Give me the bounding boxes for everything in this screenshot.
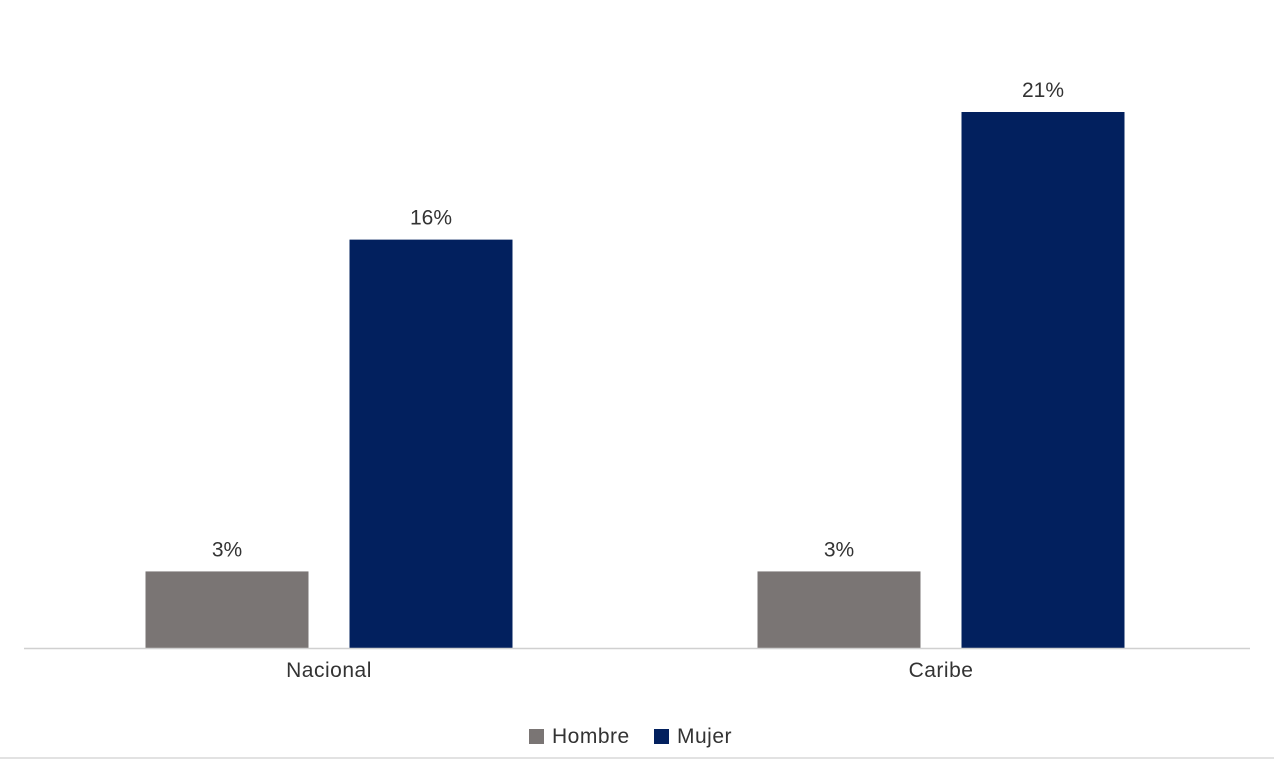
bar-mujer-caribe bbox=[961, 112, 1125, 648]
bar-hombre-caribe bbox=[757, 571, 921, 648]
category-label-caribe: Caribe bbox=[909, 659, 974, 682]
legend-label-hombre: Hombre bbox=[552, 725, 630, 748]
bars-layer bbox=[145, 112, 1125, 648]
data-label-mujer-nacional: 16% bbox=[410, 207, 452, 230]
data-label-mujer-caribe: 21% bbox=[1022, 79, 1064, 102]
bar-mujer-nacional bbox=[349, 239, 513, 648]
category-labels-layer: Nacional Caribe bbox=[286, 659, 973, 682]
bar-hombre-nacional bbox=[145, 571, 309, 648]
data-label-hombre-caribe: 3% bbox=[824, 538, 854, 561]
legend-swatch-mujer bbox=[654, 729, 669, 744]
legend-swatch-hombre bbox=[529, 729, 544, 744]
legend: Hombre Mujer bbox=[529, 725, 732, 748]
data-label-hombre-nacional: 3% bbox=[212, 538, 242, 561]
category-label-nacional: Nacional bbox=[286, 659, 372, 682]
value-labels-layer: 3% 16% 3% 21% bbox=[212, 79, 1064, 561]
legend-label-mujer: Mujer bbox=[677, 725, 732, 748]
